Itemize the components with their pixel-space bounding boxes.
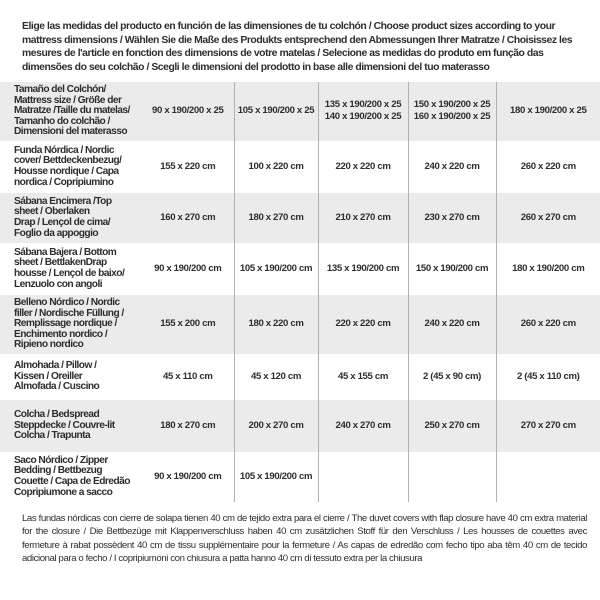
table-row: Tamaño del Colchón/ Mattress size / Größ… [0, 82, 600, 141]
size-cell: 260 x 220 cm [495, 140, 600, 193]
size-table: Tamaño del Colchón/ Mattress size / Größ… [0, 82, 600, 502]
size-cell: 90 x 190/200 cm [142, 242, 234, 295]
size-cell: 135 x 190/200 cm [317, 242, 408, 295]
size-cell: 240 x 270 cm [317, 399, 408, 452]
row-label: Sábana Bajera / Bottom sheet / Bettlaken… [0, 242, 142, 295]
table-row: Saco Nórdico / Zipper Bedding / Bettbezu… [0, 451, 600, 502]
footnote: Las fundas nórdicas con cierre de solapa… [22, 512, 587, 565]
size-cell: 90 x 190/200 cm [142, 451, 234, 502]
size-cell: 150 x 190/200 cm [407, 242, 496, 295]
size-cell: 45 x 120 cm [233, 353, 318, 400]
size-cell: 155 x 200 cm [142, 294, 234, 354]
size-cell: 260 x 220 cm [495, 294, 600, 354]
size-cell: 2 (45 x 90 cm) [407, 353, 496, 400]
size-cell [317, 451, 408, 502]
size-cell: 2 (45 x 110 cm) [495, 353, 600, 400]
size-cell: 160 x 270 cm [142, 192, 234, 243]
size-cell: 45 x 110 cm [142, 353, 234, 400]
row-label: Sábana Encimera /Top sheet / Oberlaken D… [0, 192, 142, 243]
size-cell: 220 x 220 cm [317, 294, 408, 354]
table-row: Almohada / Pillow / Kissen / Oreiller Al… [0, 353, 600, 400]
row-label: Saco Nórdico / Zipper Bedding / Bettbezu… [0, 451, 142, 502]
table-row: Belleno Nórdico / Nordic filler / Nordis… [0, 294, 600, 354]
row-label: Almohada / Pillow / Kissen / Oreiller Al… [0, 353, 142, 400]
row-label: Tamaño del Colchón/ Mattress size / Größ… [0, 82, 142, 141]
size-cell: 230 x 270 cm [407, 192, 496, 243]
size-cell: 105 x 190/200 cm [233, 451, 318, 502]
intro-text: Elige las medidas del producto en funció… [22, 21, 573, 73]
size-cell: 105 x 190/200 x 25 [233, 82, 318, 141]
table-row: Sábana Encimera /Top sheet / Oberlaken D… [0, 192, 600, 243]
row-label: Belleno Nórdico / Nordic filler / Nordis… [0, 294, 142, 354]
size-cell: 260 x 270 cm [495, 192, 600, 243]
size-cell: 180 x 270 cm [142, 399, 234, 452]
table-row: Sábana Bajera / Bottom sheet / Bettlaken… [0, 242, 600, 295]
size-cell: 240 x 220 cm [407, 294, 496, 354]
size-cell: 180 x 190/200 cm [495, 242, 600, 295]
size-cell: 180 x 270 cm [233, 192, 318, 243]
size-cell [407, 451, 496, 502]
size-cell: 155 x 220 cm [142, 140, 234, 193]
size-cell: 90 x 190/200 x 25 [142, 82, 234, 141]
size-cell: 200 x 270 cm [233, 399, 318, 452]
table-row: Funda Nórdica / Nordic cover/ Bettdecken… [0, 140, 600, 193]
size-cell: 180 x 220 cm [233, 294, 318, 354]
size-cell: 270 x 270 cm [495, 399, 600, 452]
size-cell: 240 x 220 cm [407, 140, 496, 193]
size-cell: 210 x 270 cm [317, 192, 408, 243]
size-cell: 135 x 190/200 x 25 140 x 190/200 x 25 [317, 82, 408, 141]
size-cell: 250 x 270 cm [407, 399, 496, 452]
size-cell: 220 x 220 cm [317, 140, 408, 193]
table-row: Colcha / Bedspread Steppdecke / Couvre-l… [0, 399, 600, 452]
size-cell: 150 x 190/200 x 25 160 x 190/200 x 25 [407, 82, 496, 141]
size-cell: 45 x 155 cm [317, 353, 408, 400]
row-label: Funda Nórdica / Nordic cover/ Bettdecken… [0, 140, 142, 193]
row-label: Colcha / Bedspread Steppdecke / Couvre-l… [0, 399, 142, 452]
size-cell [495, 451, 600, 502]
size-cell: 180 x 190/200 x 25 [495, 82, 600, 141]
size-cell: 105 x 190/200 cm [233, 242, 318, 295]
size-cell: 100 x 220 cm [233, 140, 318, 193]
